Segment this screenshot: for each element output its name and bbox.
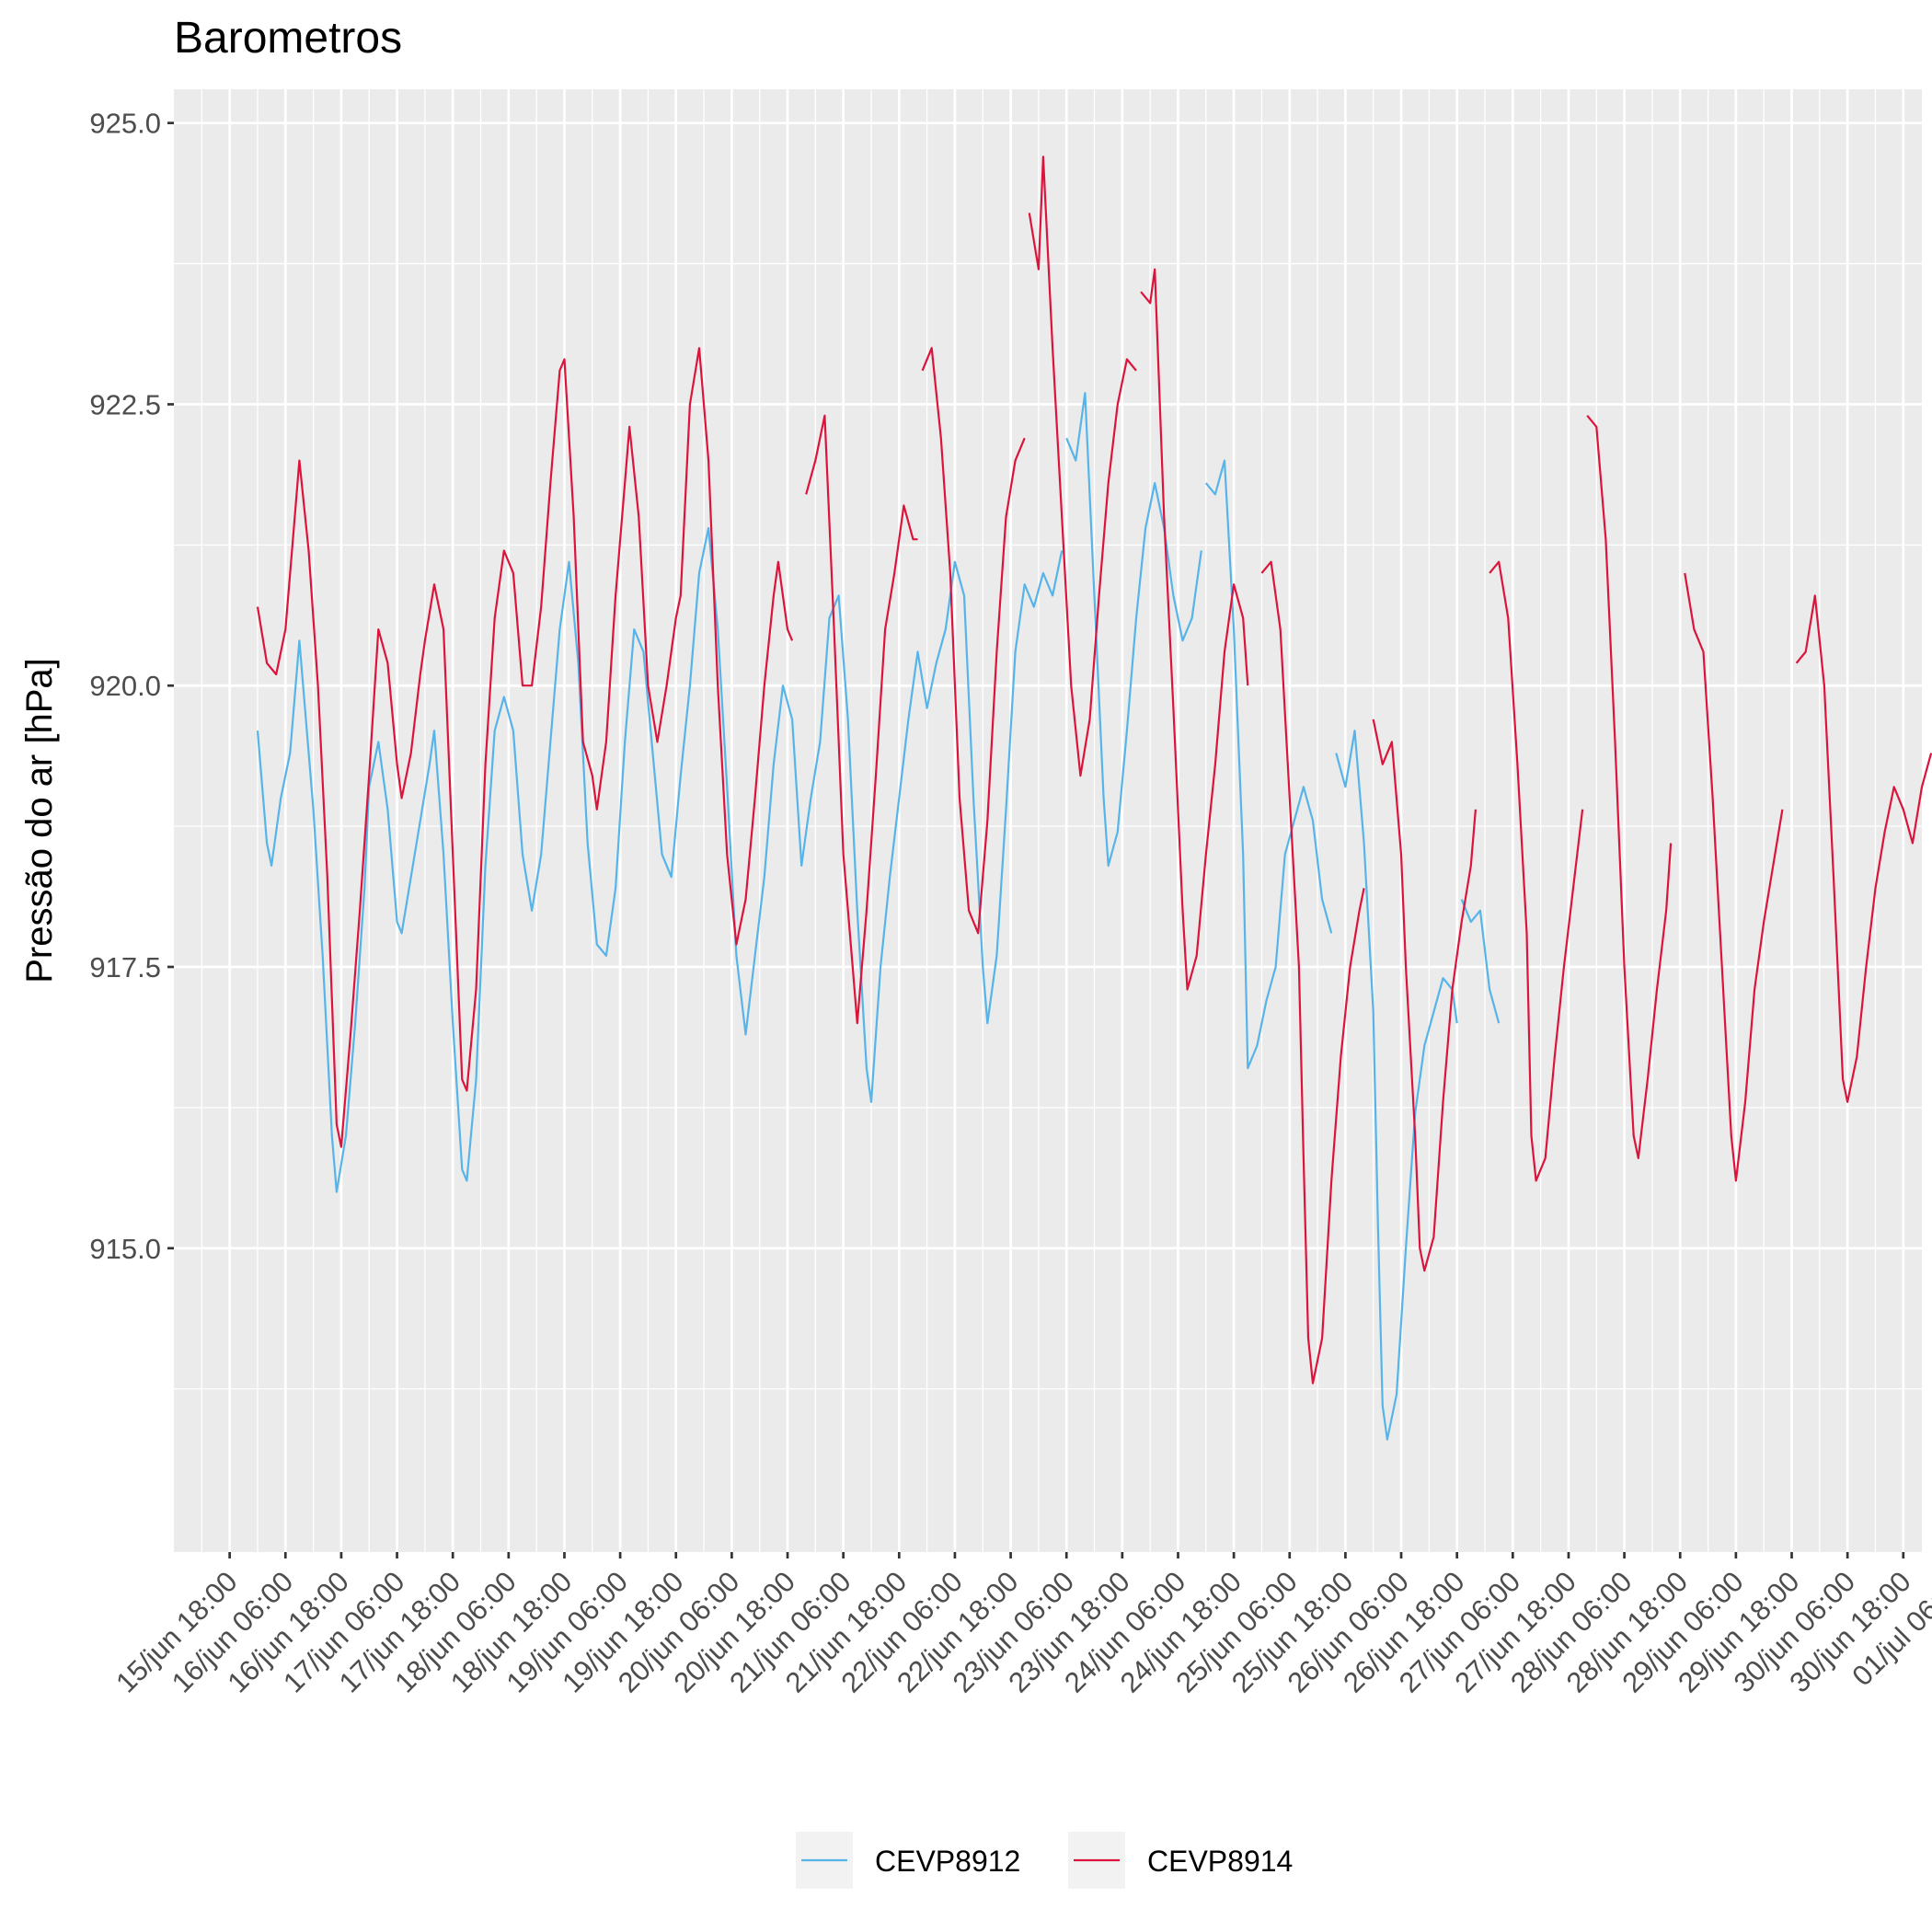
series-line-cevp8914 [1140, 268, 1249, 991]
series-line-cevp8914 [1372, 719, 1477, 1272]
series-line-cevp8914 [256, 347, 794, 1148]
y-tick-label: 920.0 [89, 670, 161, 702]
series-line-cevp8912 [1335, 730, 1458, 1441]
series-line-cevp8912 [1204, 459, 1333, 1070]
chart-title: Barometros [174, 14, 402, 63]
grid-minor [174, 89, 1922, 1552]
series-line-cevp8914 [921, 347, 1026, 935]
series-line-cevp8914 [1586, 414, 1673, 1159]
legend-label: CEVP8914 [1147, 1845, 1293, 1878]
plot-panel [174, 89, 1922, 1552]
y-tick-label: 925.0 [89, 108, 161, 140]
series-line-cevp8912 [256, 526, 1064, 1193]
series-line-cevp8914 [1684, 572, 1784, 1182]
series-line-cevp8914 [1795, 594, 1932, 1103]
y-axis-label: Pressão do ar [hPa] [19, 658, 60, 983]
y-axis: 915.0 917.5 920.0 922.5 925.0 [89, 108, 174, 1265]
y-tick-label: 917.5 [89, 951, 161, 983]
series-layer [256, 155, 1932, 1441]
series-line-cevp8914 [1028, 155, 1137, 777]
series-line-cevp8914 [805, 414, 918, 1025]
y-tick-label: 922.5 [89, 388, 161, 420]
series-line-cevp8912 [1460, 899, 1501, 1024]
legend-label: CEVP8912 [875, 1845, 1020, 1878]
series-line-cevp8912 [1065, 392, 1202, 867]
grid-major [174, 89, 1922, 1552]
series-line-cevp8914 [1489, 560, 1584, 1182]
legend: CEVP8912 CEVP8914 [796, 1832, 1293, 1889]
y-tick-label: 915.0 [89, 1233, 161, 1265]
series-line-cevp8914 [1260, 560, 1365, 1385]
